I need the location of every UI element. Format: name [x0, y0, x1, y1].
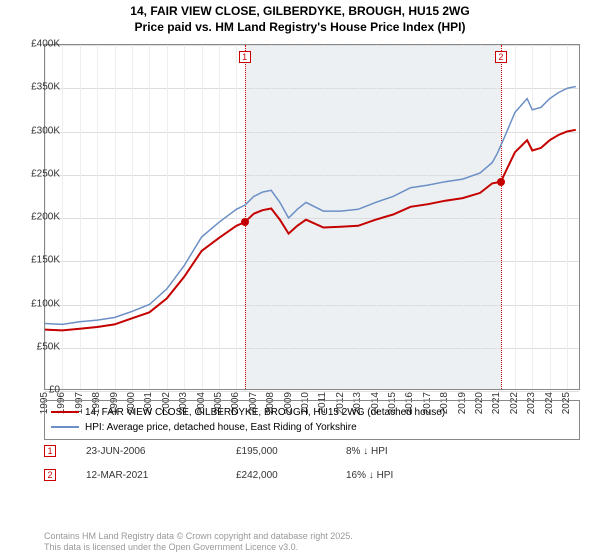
- sale-row-marker: 2: [44, 469, 56, 481]
- attribution-line1: Contains HM Land Registry data © Crown c…: [44, 531, 353, 543]
- y-axis-label: £350K: [18, 82, 60, 93]
- y-axis-label: £400K: [18, 39, 60, 50]
- attribution: Contains HM Land Registry data © Crown c…: [44, 531, 353, 554]
- y-axis-label: £150K: [18, 255, 60, 266]
- series-property: [45, 130, 576, 331]
- series-hpi: [45, 87, 576, 325]
- sale-date: 12-MAR-2021: [86, 470, 236, 481]
- sale-row: 2 12-MAR-2021£242,00016% ↓ HPI: [44, 469, 580, 481]
- y-axis-label: £200K: [18, 212, 60, 223]
- sale-diff: 16% ↓ HPI: [346, 470, 466, 481]
- legend: 14, FAIR VIEW CLOSE, GILBERDYKE, BROUGH,…: [44, 400, 580, 440]
- sale-price: £195,000: [236, 446, 346, 457]
- sale-date: 23-JUN-2006: [86, 446, 236, 457]
- legend-swatch: [51, 426, 79, 428]
- attribution-line2: This data is licensed under the Open Gov…: [44, 542, 353, 554]
- sale-diff: 8% ↓ HPI: [346, 446, 466, 457]
- title-line1: 14, FAIR VIEW CLOSE, GILBERDYKE, BROUGH,…: [0, 4, 600, 20]
- legend-item: 14, FAIR VIEW CLOSE, GILBERDYKE, BROUGH,…: [51, 405, 573, 420]
- sale-row: 1 23-JUN-2006£195,0008% ↓ HPI: [44, 445, 580, 457]
- sale-row-marker: 1: [44, 445, 56, 457]
- y-axis-label: £50K: [18, 341, 60, 352]
- legend-label: HPI: Average price, detached house, East…: [85, 422, 357, 433]
- y-axis-label: £100K: [18, 298, 60, 309]
- chart-title: 14, FAIR VIEW CLOSE, GILBERDYKE, BROUGH,…: [0, 0, 600, 35]
- legend-swatch: [51, 411, 79, 413]
- y-axis-label: £250K: [18, 168, 60, 179]
- sale-price: £242,000: [236, 470, 346, 481]
- y-axis-label: £300K: [18, 125, 60, 136]
- legend-label: 14, FAIR VIEW CLOSE, GILBERDYKE, BROUGH,…: [85, 407, 445, 418]
- plot-area: 12: [44, 44, 580, 390]
- chart-lines: [45, 45, 579, 389]
- title-line2: Price paid vs. HM Land Registry's House …: [0, 20, 600, 36]
- chart-container: 14, FAIR VIEW CLOSE, GILBERDYKE, BROUGH,…: [0, 0, 600, 560]
- legend-item: HPI: Average price, detached house, East…: [51, 420, 573, 435]
